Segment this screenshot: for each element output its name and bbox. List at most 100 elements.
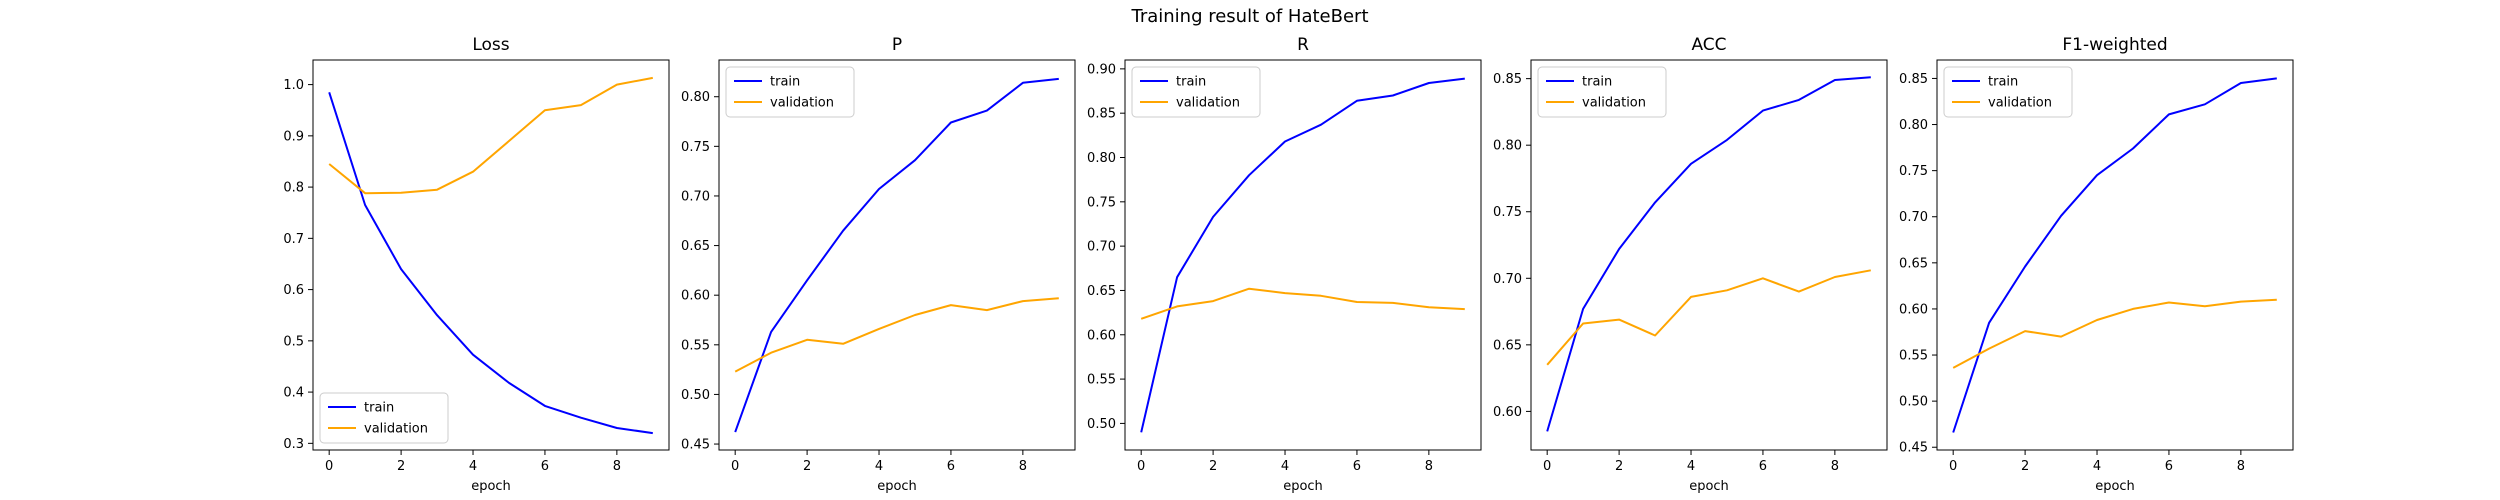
x-tick-label: 0	[1137, 459, 1145, 474]
plot-frame	[1530, 59, 1888, 451]
y-tick-label: 0.85	[1493, 72, 1522, 87]
y-tick-label: 0.75	[1087, 195, 1116, 210]
series-line-validation	[1952, 298, 2277, 369]
legend-box	[725, 66, 855, 118]
y-tick-label: 0.6	[283, 283, 304, 298]
y-tick-label: 0.55	[681, 338, 710, 353]
y-tick-label: 0.65	[1087, 284, 1116, 299]
legend: train validation	[1537, 66, 1667, 118]
legend-label-train: train	[1988, 75, 2018, 90]
y-tick-label: 0.85	[1087, 107, 1116, 122]
y-tick-label: 0.80	[1899, 118, 1928, 133]
y-tick-label: 0.65	[681, 239, 710, 254]
x-tick-label: 2	[2021, 459, 2029, 474]
y-tick-label: 0.50	[1087, 417, 1116, 432]
y-tick-label: 0.75	[1493, 205, 1522, 220]
x-tick-label: 0	[1543, 459, 1551, 474]
x-tick-label: 8	[1831, 459, 1839, 474]
legend: train validation	[725, 66, 855, 118]
plot-frame	[1124, 59, 1482, 451]
y-tick-label: 0.75	[681, 140, 710, 155]
y-tick-label: 0.85	[1899, 72, 1928, 87]
legend-box	[1943, 66, 2073, 118]
legend-box	[1537, 66, 1667, 118]
x-tick-label: 4	[1687, 459, 1695, 474]
subplot-title: R	[1297, 35, 1309, 55]
legend-label-train: train	[1176, 75, 1206, 90]
series-line-train	[328, 91, 653, 435]
legend-label-validation: validation	[364, 422, 428, 437]
legend: train validation	[319, 392, 449, 444]
x-tick-label: 4	[2093, 459, 2101, 474]
y-tick-label: 0.65	[1899, 256, 1928, 271]
series-line-validation	[734, 297, 1059, 373]
y-tick-label: 0.80	[681, 90, 710, 105]
series-line-validation	[1140, 287, 1465, 320]
y-tick-label: 0.3	[283, 437, 304, 452]
x-tick-label: 2	[1615, 459, 1623, 474]
legend-box	[319, 392, 449, 444]
x-axis-label: epoch	[471, 479, 511, 494]
x-tick-label: 2	[397, 459, 405, 474]
series-line-train	[734, 77, 1059, 433]
x-tick-label: 8	[1425, 459, 1433, 474]
y-tick-label: 0.70	[681, 189, 710, 204]
y-tick-label: 0.60	[1087, 328, 1116, 343]
y-tick-label: 0.80	[1087, 151, 1116, 166]
y-tick-label: 0.60	[681, 289, 710, 304]
subplot-2: R 0 2 4 6 8 epoch 0.50 0.55 0.60 0.65 0.70 0.75 0.80 0…	[1087, 35, 1482, 494]
x-tick-label: 6	[1353, 459, 1361, 474]
subplot-title: F1-weighted	[2062, 35, 2167, 55]
y-tick-label: 0.5	[283, 334, 304, 349]
legend-label-validation: validation	[1582, 96, 1646, 111]
legend-label-train: train	[364, 401, 394, 416]
y-tick-label: 0.70	[1899, 210, 1928, 225]
y-tick-label: 0.55	[1087, 373, 1116, 388]
x-tick-label: 8	[2237, 459, 2245, 474]
y-tick-label: 0.55	[1899, 349, 1928, 364]
plot-frame	[1936, 59, 2294, 451]
x-tick-label: 6	[541, 459, 549, 474]
y-tick-label: 0.60	[1493, 405, 1522, 420]
subplot-title: Loss	[472, 35, 509, 55]
x-axis-label: epoch	[2095, 479, 2135, 494]
subplot-0: Loss 0 2 4 6 8 epoch 0.3 0.4 0.5 0.6 0.7 0.8 0.9 1.0 tr…	[283, 35, 670, 494]
legend-label-validation: validation	[770, 96, 834, 111]
y-tick-label: 0.50	[1899, 395, 1928, 410]
legend-label-validation: validation	[1988, 96, 2052, 111]
x-tick-label: 0	[325, 459, 333, 474]
subplot-3: ACC 0 2 4 6 8 epoch 0.60 0.65 0.70 0.75 0.80 0.85 tra…	[1493, 35, 1888, 494]
y-tick-label: 0.80	[1493, 139, 1522, 154]
x-axis-label: epoch	[1283, 479, 1323, 494]
series-line-train	[1140, 77, 1465, 433]
y-tick-label: 0.70	[1087, 240, 1116, 255]
x-tick-label: 8	[1019, 459, 1027, 474]
y-tick-label: 1.0	[283, 78, 304, 93]
x-tick-label: 6	[1759, 459, 1767, 474]
figure-title: Training result of HateBert	[1131, 6, 1369, 27]
legend: train validation	[1131, 66, 1261, 118]
x-tick-label: 4	[875, 459, 883, 474]
x-axis-label: epoch	[1689, 479, 1729, 494]
series-line-train	[1952, 77, 2277, 433]
subplot-1: P 0 2 4 6 8 epoch 0.45 0.50 0.55 0.60 0.65 0.70 0.75 0…	[681, 35, 1076, 494]
x-axis-label: epoch	[877, 479, 917, 494]
x-tick-label: 2	[1209, 459, 1217, 474]
legend-label-validation: validation	[1176, 96, 1240, 111]
legend-label-train: train	[770, 75, 800, 90]
y-tick-label: 0.50	[681, 388, 710, 403]
x-tick-label: 4	[469, 459, 477, 474]
y-tick-label: 0.4	[283, 386, 304, 401]
y-tick-label: 0.45	[1899, 441, 1928, 456]
y-tick-label: 0.9	[283, 129, 304, 144]
y-tick-label: 0.75	[1899, 164, 1928, 179]
series-line-validation	[1546, 269, 1871, 366]
y-tick-label: 0.60	[1899, 302, 1928, 317]
x-tick-label: 4	[1281, 459, 1289, 474]
y-tick-label: 0.90	[1087, 62, 1116, 77]
y-tick-label: 0.8	[283, 181, 304, 196]
subplot-title: P	[892, 35, 902, 55]
plot-frame	[718, 59, 1076, 451]
legend-label-train: train	[1582, 75, 1612, 90]
